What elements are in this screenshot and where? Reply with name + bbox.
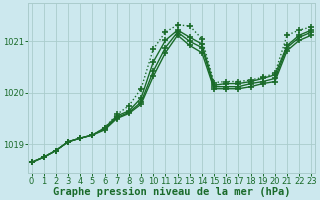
X-axis label: Graphe pression niveau de la mer (hPa): Graphe pression niveau de la mer (hPa) xyxy=(53,187,290,197)
